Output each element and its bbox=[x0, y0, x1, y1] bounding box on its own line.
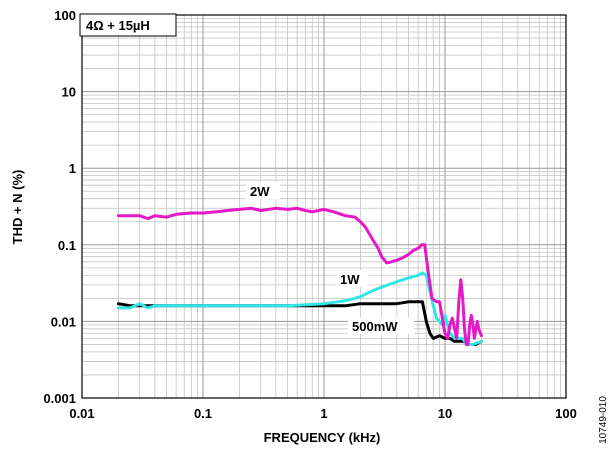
series-line-1w bbox=[116, 271, 483, 346]
series-label-2w: 2W bbox=[250, 184, 270, 199]
label-2w-bg bbox=[246, 182, 280, 199]
y-tick-label: 1 bbox=[69, 161, 76, 176]
y-tick-label: 0.001 bbox=[43, 391, 76, 406]
plot-frame bbox=[81, 14, 567, 399]
series-layer bbox=[116, 206, 483, 346]
x-tick-label: 1 bbox=[320, 406, 327, 421]
series-line-2w bbox=[116, 206, 483, 346]
x-tick-label: 100 bbox=[555, 406, 577, 421]
x-tick-label: 10 bbox=[438, 406, 452, 421]
figure-id: 10749-010 bbox=[598, 396, 609, 444]
x-tick-label: 0.1 bbox=[194, 406, 212, 421]
series-label-1w: 1W bbox=[340, 272, 360, 287]
condition-box bbox=[79, 13, 177, 37]
y-tick-label: 10 bbox=[62, 85, 76, 100]
y-tick-label: 100 bbox=[54, 8, 76, 23]
y-tick-label: 0.01 bbox=[51, 314, 76, 329]
label-1w-bg bbox=[336, 270, 368, 287]
x-axis-title: FREQUENCY (kHz) bbox=[264, 430, 381, 445]
condition-label: 4Ω + 15µH bbox=[86, 18, 150, 33]
y-axis-title: THD + N (%) bbox=[10, 170, 25, 245]
x-tick-label: 0.01 bbox=[69, 406, 94, 421]
series-label-500mw: 500mW bbox=[352, 319, 398, 334]
y-tick-label: 0.1 bbox=[58, 238, 76, 253]
label-500mw-bg bbox=[348, 317, 414, 334]
